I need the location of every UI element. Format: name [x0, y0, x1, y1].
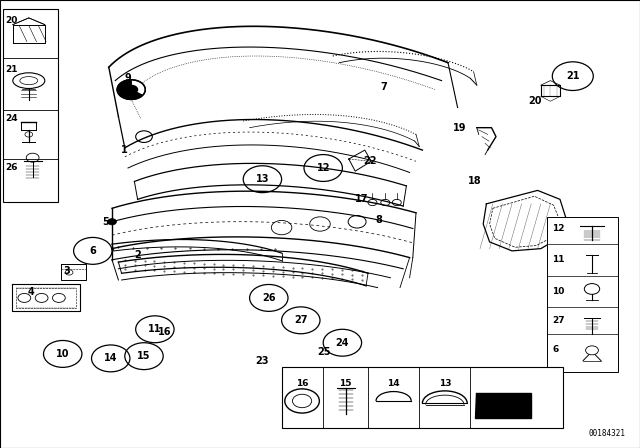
Text: 12: 12 — [552, 224, 565, 233]
FancyBboxPatch shape — [282, 367, 563, 428]
Text: 11: 11 — [148, 324, 162, 334]
Text: 24: 24 — [5, 114, 18, 123]
Text: 15: 15 — [339, 379, 352, 388]
Text: 5: 5 — [102, 217, 109, 227]
Text: 10: 10 — [552, 287, 564, 296]
FancyBboxPatch shape — [547, 217, 618, 372]
Polygon shape — [475, 393, 531, 418]
Text: 16: 16 — [158, 327, 172, 337]
Text: 21: 21 — [566, 71, 580, 81]
Text: 00184321: 00184321 — [589, 429, 626, 438]
Polygon shape — [118, 81, 141, 99]
Text: 6: 6 — [552, 345, 559, 354]
Text: 21: 21 — [5, 65, 18, 74]
Text: 1: 1 — [122, 145, 128, 155]
Text: 20: 20 — [5, 16, 17, 25]
Text: 19: 19 — [452, 123, 467, 133]
Text: 13: 13 — [255, 174, 269, 184]
Text: 9: 9 — [125, 73, 131, 83]
Text: 4: 4 — [28, 287, 34, 297]
Text: 13: 13 — [438, 379, 451, 388]
Text: 22: 22 — [363, 156, 377, 166]
Circle shape — [108, 219, 116, 225]
Text: 16: 16 — [296, 379, 308, 388]
Text: 27: 27 — [552, 316, 565, 325]
Text: 3: 3 — [64, 266, 70, 276]
Text: 24: 24 — [335, 338, 349, 348]
Text: 27: 27 — [294, 315, 308, 325]
Text: 8: 8 — [376, 215, 382, 224]
Text: 14: 14 — [387, 379, 400, 388]
Circle shape — [117, 80, 145, 99]
FancyBboxPatch shape — [3, 9, 58, 202]
Text: 2: 2 — [134, 250, 141, 260]
Text: 26: 26 — [262, 293, 276, 303]
Text: 10: 10 — [56, 349, 70, 359]
Text: 26: 26 — [5, 164, 18, 172]
Text: 25: 25 — [317, 347, 332, 357]
Text: 23: 23 — [255, 356, 269, 366]
Ellipse shape — [124, 85, 138, 95]
Text: 20: 20 — [528, 96, 542, 106]
Text: 6: 6 — [90, 246, 96, 256]
Text: 14: 14 — [104, 353, 118, 363]
Text: 11: 11 — [552, 255, 565, 264]
Text: 12: 12 — [316, 163, 330, 173]
Text: 15: 15 — [137, 351, 151, 361]
Text: 17: 17 — [355, 194, 369, 204]
Text: 18: 18 — [468, 177, 482, 186]
Text: 7: 7 — [381, 82, 387, 92]
